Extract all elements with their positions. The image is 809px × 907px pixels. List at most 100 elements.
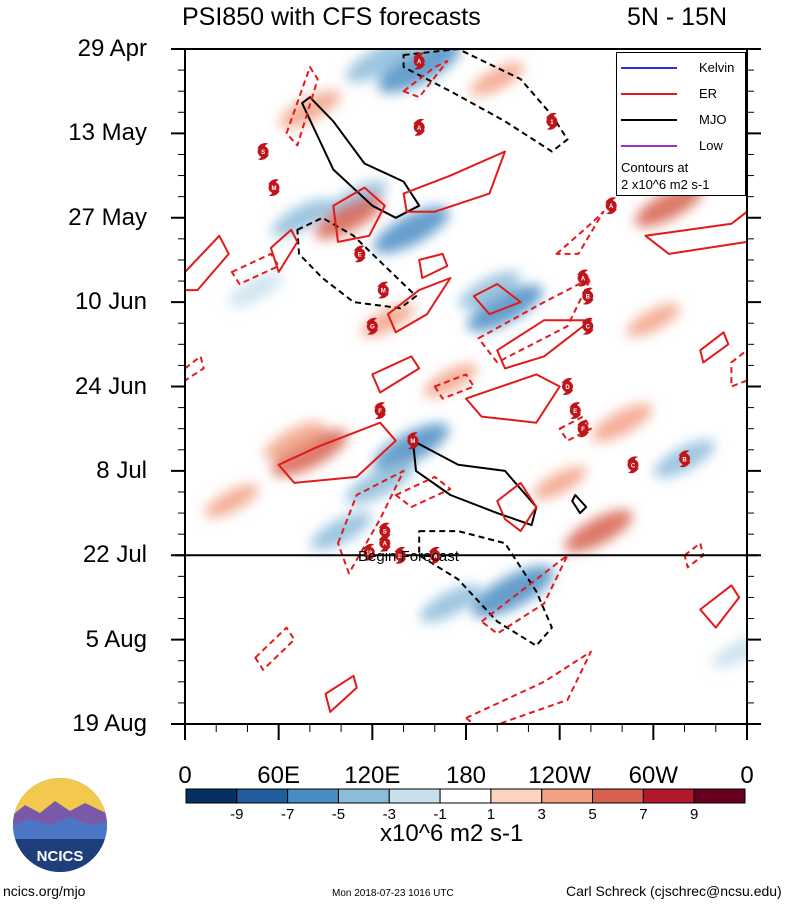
colorbar-cell (693, 788, 746, 804)
er-contour (496, 481, 538, 533)
storm-label: E (573, 409, 577, 415)
er-contour (394, 475, 452, 508)
storm-core (577, 272, 589, 284)
storm-marker: C (581, 317, 594, 335)
anomaly-blob (279, 90, 341, 129)
y-tick-label: 27 May (68, 203, 147, 231)
er-contour (324, 674, 358, 713)
anomaly-blob (712, 634, 747, 669)
legend-note-2: 2 x10^6 m2 s-1 (621, 177, 710, 192)
footer-left: ncics.org/mjo (3, 883, 86, 899)
storm-core (394, 549, 406, 561)
er-contour (371, 355, 421, 394)
legend-entry: Low (617, 137, 745, 157)
colorbar-cell (592, 788, 644, 804)
storm-marker: M (428, 546, 441, 564)
anomaly-blob (204, 484, 259, 518)
storm-marker: F (577, 420, 590, 438)
colorbar-cell (642, 788, 695, 804)
storm-marker: B (678, 450, 691, 468)
chart-title: PSI850 with CFS forecasts (182, 3, 481, 31)
legend-label: MJO (699, 112, 727, 127)
colorbar-label: 1 (486, 806, 496, 823)
storm-label: B (586, 295, 591, 301)
colorbar-cell (337, 788, 390, 804)
storm-label: 1 (550, 120, 554, 126)
storm-marker: 18 (363, 543, 376, 561)
y-tick-label: 22 Jul (82, 541, 147, 569)
contours (185, 49, 747, 724)
legend-swatch (621, 145, 677, 147)
storm-label: M (381, 289, 386, 295)
x-tick-label: 120W (528, 762, 592, 789)
er-contour (269, 228, 299, 273)
er-contour (477, 277, 592, 364)
storm-core (605, 200, 617, 212)
legend-label: Low (699, 138, 723, 153)
anomaly-blob (272, 429, 348, 477)
storm-label: F (581, 427, 585, 433)
storm-core (374, 405, 386, 417)
er-contour (185, 355, 205, 382)
colorbar-cell (490, 788, 543, 804)
x-tick-label: 60E (257, 762, 301, 789)
legend-entry: Kelvin (617, 59, 745, 79)
storm-label: A (417, 126, 422, 132)
colorbar-cell (287, 788, 339, 804)
er-contour (277, 421, 397, 484)
y-tick-label: 29 Apr (77, 35, 147, 62)
storm-marker: D (561, 378, 574, 395)
colorbar-label: -1 (433, 806, 447, 823)
storm-label: G (370, 325, 375, 331)
storm-label: B (682, 457, 687, 463)
storm-label: A (609, 204, 614, 210)
er-contour (555, 210, 605, 255)
colorbar-label: -3 (382, 806, 396, 823)
anomaly-blob (419, 584, 481, 623)
colorbar-label: 9 (690, 806, 699, 823)
mjo-contour (296, 216, 417, 310)
anomaly-blobs (204, 49, 747, 669)
storm-core (366, 320, 378, 332)
anomaly-blob (532, 466, 587, 500)
forecast-label: Begin Forecast (358, 548, 459, 565)
er-contour (433, 373, 475, 400)
storm-marker: B (581, 287, 594, 305)
storm-core (268, 182, 280, 194)
legend-label: Kelvin (699, 60, 735, 75)
ncics-logo: NCICS (13, 778, 107, 872)
x-tick-label: 180 (445, 762, 487, 789)
storm-marker: F (374, 402, 387, 420)
colorbar-label: -9 (230, 806, 244, 823)
anomaly-blob (373, 206, 450, 254)
storm-core (379, 537, 391, 549)
footer-center: Mon 2018-07-23 1016 UTC (332, 888, 454, 899)
storm-core (354, 248, 366, 260)
storm-core (407, 435, 419, 447)
er-contour (730, 349, 747, 388)
storm-core (413, 55, 425, 67)
storm-core (377, 284, 389, 296)
storm-label: E (358, 252, 362, 258)
storm-marker: E (353, 245, 366, 263)
er-contour (418, 252, 449, 279)
storm-label: F (378, 409, 382, 415)
storm-label: D (565, 385, 570, 391)
anomaly-blob (271, 198, 333, 237)
colorbar-cell (236, 788, 289, 804)
mjo-contour (301, 96, 421, 219)
storm-core (413, 121, 425, 133)
er-contour (337, 469, 405, 575)
x-tick-label: 60W (628, 762, 679, 789)
colorbar-label: 5 (588, 806, 597, 823)
anomaly-blob (626, 303, 681, 337)
chart-subtitle: 5N - 15N (627, 3, 728, 31)
storm-label: 15 (398, 554, 404, 560)
storm-core (379, 525, 391, 537)
storm-core (569, 405, 581, 417)
er-contour (558, 415, 592, 442)
er-contour (480, 554, 569, 635)
colorbar-label: -7 (280, 806, 295, 823)
legend-swatch (621, 67, 677, 69)
